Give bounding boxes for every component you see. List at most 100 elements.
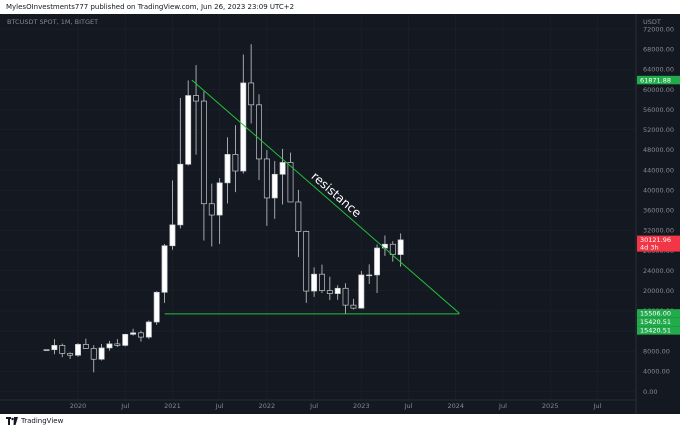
candle: [122, 333, 129, 347]
candle-body: [90, 348, 97, 360]
candle-body: [138, 332, 144, 338]
y-tick-label: 0.00: [643, 388, 657, 396]
candle: [59, 343, 66, 358]
price-label-bg: [637, 317, 680, 327]
x-tick-label: Jul: [120, 402, 129, 410]
candle-body: [224, 154, 231, 184]
candle-body: [271, 173, 278, 199]
candle: [145, 320, 152, 340]
candle: [51, 339, 58, 355]
candle: [342, 283, 349, 314]
candle-body: [185, 95, 192, 165]
candle: [287, 152, 294, 203]
candle-body: [256, 104, 262, 160]
currency-label: USDT: [643, 18, 661, 26]
candle-body: [279, 162, 286, 175]
resistance-end-label: 15506.00: [637, 309, 680, 318]
candle: [216, 178, 223, 244]
candle: [319, 264, 325, 294]
candle-body: [75, 344, 81, 356]
price-label-text: 15420.51: [640, 327, 671, 335]
y-tick-label: 4000.00: [643, 368, 670, 376]
price-label-text: 61871.88: [640, 76, 671, 84]
candle: [75, 343, 81, 357]
candle: [232, 125, 239, 193]
candle-body: [311, 273, 318, 292]
y-tick-label: 68000.00: [643, 46, 674, 54]
candle: [90, 345, 97, 373]
tradingview-logo-icon: [6, 417, 18, 425]
candle: [208, 183, 215, 247]
footer-bar: TradingView: [0, 414, 680, 428]
y-tick-label: 20000.00: [643, 287, 674, 295]
x-tick-label: 2022: [259, 402, 276, 410]
candle: [169, 180, 176, 250]
candle-body: [153, 291, 160, 323]
candle-body: [358, 274, 365, 309]
candle-body: [216, 182, 223, 216]
resistance-line: [191, 79, 460, 314]
candle-body: [145, 321, 152, 338]
y-tick-label: 36000.00: [643, 207, 674, 215]
price-label-bg: [637, 326, 680, 335]
candle-body: [326, 290, 333, 294]
price-label-sub: 4d 3h: [640, 244, 659, 252]
support-label-1: 15420.51: [637, 317, 680, 327]
x-axis[interactable]: 2020 Jul 2021 Jul 2022 Jul 2023 Jul 2024 Jul 2025 J…: [70, 402, 602, 410]
candle-body: [397, 239, 404, 255]
candle-body: [232, 154, 239, 172]
footer-brand: TradingView: [21, 417, 64, 425]
y-tick-label: 8000.00: [643, 347, 670, 355]
candle: [153, 291, 160, 325]
y-tick-label: 24000.00: [643, 267, 674, 275]
candle-body: [248, 82, 255, 106]
x-tick-label: 2020: [70, 402, 87, 410]
candle-body: [122, 333, 129, 346]
candle-body: [43, 349, 50, 351]
candle: [397, 233, 404, 267]
candles: [43, 44, 404, 373]
candle-body: [67, 353, 74, 356]
price-label-text: 15506.00: [640, 310, 671, 318]
candle-body: [59, 345, 66, 354]
candle: [358, 270, 365, 309]
candle-body: [169, 224, 176, 247]
y-tick-label: 48000.00: [643, 146, 674, 154]
candle-body: [287, 162, 294, 203]
price-label-text: 15420.51: [640, 318, 671, 326]
candle-body: [106, 343, 113, 349]
candle: [114, 339, 121, 347]
x-tick-label: Jul: [498, 402, 507, 410]
candle: [334, 285, 341, 300]
candle-body: [114, 343, 121, 346]
candle-body: [334, 287, 341, 294]
y-tick-label: 64000.00: [643, 66, 674, 74]
candle: [185, 80, 192, 166]
candle: [67, 352, 74, 359]
price-label-text: 30121.96: [640, 236, 671, 244]
price-chart[interactable]: BTCUSDT SPOT, 1M, BITGET resistance USDT…: [0, 14, 680, 414]
publisher-text: MylesOInvestments777 published on Tradin…: [6, 3, 295, 11]
candle-body: [193, 95, 199, 102]
candle-body: [303, 231, 310, 292]
candle: [193, 65, 199, 155]
price-label-bg: [637, 235, 680, 252]
candle-body: [342, 287, 349, 306]
x-tick-label: Jul: [309, 402, 318, 410]
candle: [303, 230, 310, 303]
candle-body: [366, 274, 373, 277]
candle: [161, 243, 168, 303]
candle-body: [82, 344, 89, 349]
candle: [200, 91, 207, 241]
candle-body: [319, 273, 325, 291]
y-axis[interactable]: USDT0.004000.008000.0012000.0016000.0020…: [643, 18, 674, 396]
symbol-label: BTCUSDT SPOT, 1M, BITGET: [7, 18, 98, 26]
candle: [326, 276, 333, 301]
candle-body: [295, 201, 302, 232]
x-tick-label: 2021: [164, 402, 181, 410]
candle-body: [374, 247, 381, 276]
candle: [43, 349, 50, 351]
candle: [350, 298, 357, 310]
y-tick-label: 40000.00: [643, 186, 674, 194]
